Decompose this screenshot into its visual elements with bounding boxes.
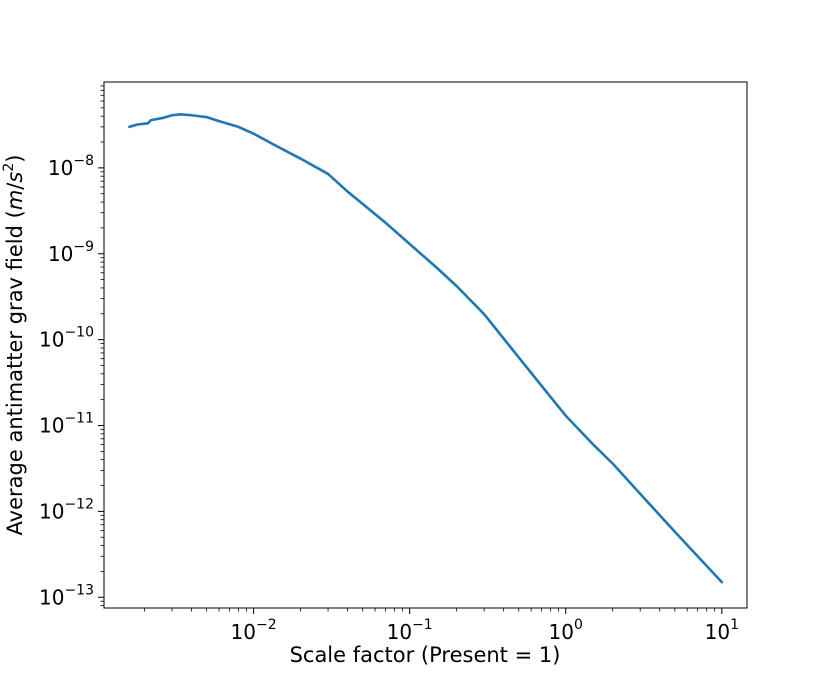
x-tick-label-exponent: −1 <box>412 617 433 633</box>
y-tick-label-exponent: −13 <box>64 582 94 598</box>
y-tick-label: 10−13 <box>39 582 94 609</box>
y-axis-label-unit-s: s <box>3 172 27 183</box>
x-tick-label: 100 <box>549 617 583 644</box>
major-ticks <box>98 167 723 614</box>
y-tick-label-exponent: −12 <box>64 496 94 512</box>
y-tick-label: 10−10 <box>39 325 94 352</box>
x-tick-label: 101 <box>705 617 739 644</box>
x-tick-label-base: 10 <box>231 620 256 644</box>
y-tick-label-base: 10 <box>39 328 64 352</box>
x-tick-label-base: 10 <box>549 620 574 644</box>
y-tick-label-exponent: −10 <box>64 325 94 341</box>
x-axis-label: Scale factor (Present = 1) <box>290 643 561 667</box>
y-axis-label: Average antimatter grav field (m/s2) <box>1 155 27 536</box>
x-tick-label-exponent: −2 <box>256 617 277 633</box>
y-axis-label-prefix: Average antimatter grav field ( <box>3 210 27 535</box>
tick-labels: 10−2 10−1 100 10110−810−910−1010−1110−1210−… <box>39 153 739 644</box>
series-layer <box>128 113 724 584</box>
x-tick-label-base: 10 <box>705 620 730 644</box>
y-tick-label-base: 10 <box>39 499 64 523</box>
y-tick-label-exponent: −9 <box>73 239 94 255</box>
x-tick-label: 10−1 <box>387 617 433 644</box>
y-tick-label-base: 10 <box>39 414 64 438</box>
y-axis-label-unit-m: m <box>3 190 27 210</box>
y-tick-label-base: 10 <box>48 156 73 180</box>
minor-ticks <box>100 85 716 612</box>
y-tick-label-exponent: −8 <box>73 153 94 169</box>
plot-frame <box>103 81 748 609</box>
y-axis-label-exponent: 2 <box>1 163 17 172</box>
y-tick-label: 10−12 <box>39 496 94 523</box>
y-tick-label-base: 10 <box>39 585 64 609</box>
x-tick-label: 10−2 <box>231 617 277 644</box>
x-tick-label-base: 10 <box>387 620 412 644</box>
x-tick-label-exponent: 0 <box>574 617 583 633</box>
y-tick-label: 10−8 <box>48 153 94 180</box>
series-line-0 <box>128 113 724 584</box>
y-axis-label-slash: / <box>3 182 27 190</box>
y-tick-label-exponent: −11 <box>64 411 94 427</box>
y-tick-label: 10−11 <box>39 411 94 438</box>
y-axis-label-suffix: ) <box>3 155 27 163</box>
y-tick-label: 10−9 <box>48 239 94 266</box>
y-tick-label-base: 10 <box>48 242 73 266</box>
x-tick-label-exponent: 1 <box>730 617 739 633</box>
